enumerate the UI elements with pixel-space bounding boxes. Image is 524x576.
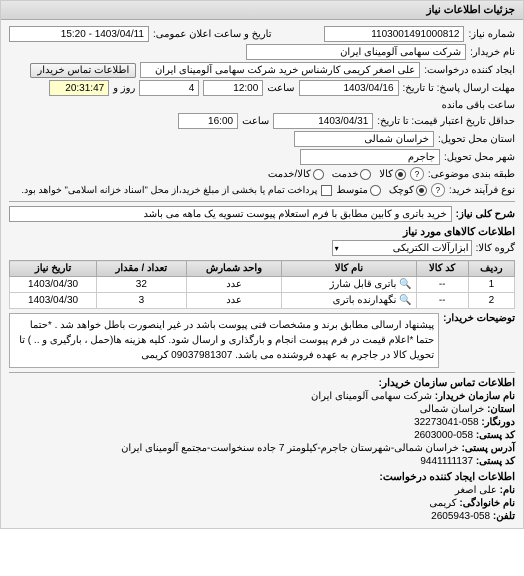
deadline-date-field: 1403/04/16 [299,80,399,96]
radio-goods-input[interactable] [395,169,406,180]
col-index: ردیف [468,261,514,277]
radio-service-input[interactable] [360,169,371,180]
group-dropdown[interactable]: ابزارآلات الکتریکی [332,240,472,256]
radio-medium-input[interactable] [370,185,381,196]
req-contact-title: اطلاعات ایجاد کننده درخواست: [9,471,515,483]
province-field: خراسان شمالی [294,131,434,147]
contact-post: کد پستی: 058-2603000 [9,430,515,441]
col-code: کد کالا [416,261,468,277]
contact-buyer-button[interactable]: اطلاعات تماس خریدار [30,63,136,78]
deadline-time-field: 12:00 [203,80,263,96]
items-title: اطلاعات کالاهای مورد نیاز [9,226,515,238]
request-number-label: شماره نیاز: [468,29,515,40]
radio-goods-label: کالا [379,169,393,180]
description-box: پیشنهاد ارسالی مطابق برند و مشخصات فنی پ… [9,313,439,368]
radio-small-input[interactable] [416,185,427,196]
buyer-label: نام خریدار: [470,47,515,58]
treasury-checkbox[interactable] [321,185,332,196]
province-label: استان محل تحویل: [438,134,515,145]
validity-time-field: 16:00 [178,113,238,129]
cell-qty: 3 [97,293,186,309]
search-icon[interactable]: 🔍 [399,295,411,306]
contact-prov: استان: خراسان شمالی [9,404,515,415]
cell-index: 1 [468,277,514,293]
remain-days-label: روز و [113,83,135,94]
info-icon-2: ? [431,183,445,197]
corridor-radio-group: کوچک متوسط [336,185,426,196]
radio-both-label: کالا/خدمت [268,169,311,180]
cell-unit: عدد [186,293,282,309]
remain-time-label: ساعت باقی مانده [442,100,515,111]
category-radio-group: کالا خدمت کالا/خدمت [268,169,406,180]
radio-goods[interactable]: کالا [379,169,406,180]
col-qty: تعداد / مقدار [97,261,186,277]
request-number-field: 1103001491000812 [324,26,464,42]
radio-medium[interactable]: متوسط [336,185,380,196]
contact-tel: تلفن: 058-2605943 [9,511,515,522]
cell-code: -- [416,293,468,309]
table-header-row: ردیف کد کالا نام کالا واحد شمارش تعداد /… [10,261,515,277]
contact-fax: دورنگار: 058-32273041 [9,417,515,428]
cell-name: 🔍 نگهدارنده باتری [282,293,416,309]
contact-org: نام سازمان خریدار: شرکت سهامی آلومینای ا… [9,391,515,402]
panel-header: جزئیات اطلاعات نیاز [1,1,523,20]
cell-date: 1403/04/30 [10,277,97,293]
contact-addr: آدرس پستی: خراسان شمالی-شهرستان جاجرم-کی… [9,443,515,454]
radio-service[interactable]: خدمت [332,169,372,180]
remain-time-field: 20:31:47 [49,80,109,96]
items-table: ردیف کد کالا نام کالا واحد شمارش تعداد /… [9,260,515,309]
city-label: شهر محل تحویل: [444,152,515,163]
corridor-label: نوع فرآیند خرید: [449,185,515,196]
requester-field: علی اصغر کریمی کارشناس خرید شرکت سهامی آ… [140,62,420,78]
deadline-label: مهلت ارسال پاسخ: تا تاریخ: [403,83,515,94]
contact-lname: نام خانوادگی: کریمی [9,498,515,509]
radio-both[interactable]: کالا/خدمت [268,169,324,180]
table-row[interactable]: 1 -- 🔍 باتری قابل شارژ عدد 32 1403/04/30 [10,277,515,293]
radio-medium-label: متوسط [336,185,367,196]
desc-label: توضیحات خریدار: [443,313,515,324]
buyer-field: شرکت سهامی آلومینای ایران [246,44,466,60]
info-icon: ? [410,167,424,181]
cell-code: -- [416,277,468,293]
announce-label: تاریخ و ساعت اعلان عمومی: [153,29,272,40]
requester-label: ایجاد کننده درخواست: [424,65,515,76]
cell-date: 1403/04/30 [10,293,97,309]
contact-title: اطلاعات تماس سازمان خریدار: [9,377,515,389]
validity-label: حداقل تاریخ اعتبار قیمت: تا تاریخ: [377,116,515,127]
cell-name: 🔍 باتری قابل شارژ [282,277,416,293]
cell-index: 2 [468,293,514,309]
radio-small-label: کوچک [389,185,414,196]
details-section: شماره نیاز: 1103001491000812 تاریخ و ساع… [1,20,523,528]
radio-service-label: خدمت [332,169,359,180]
deadline-time-label: ساعت [267,83,294,94]
panel-title: جزئیات اطلاعات نیاز [426,4,515,16]
category-label: طبقه بندی موضوعی: [428,169,515,180]
city-field: جاجرم [300,149,440,165]
search-icon[interactable]: 🔍 [399,279,411,290]
validity-date-field: 1403/04/31 [273,113,373,129]
validity-time-label: ساعت [242,116,269,127]
table-row[interactable]: 2 -- 🔍 نگهدارنده باتری عدد 3 1403/04/30 [10,293,515,309]
group-label: گروه کالا: [476,243,515,254]
col-date: تاریخ نیاز [10,261,97,277]
radio-both-input[interactable] [313,169,324,180]
radio-small[interactable]: کوچک [389,185,427,196]
col-name: نام کالا [282,261,416,277]
remain-days-field: 4 [139,80,199,96]
summary-field: خرید باتری و کابین مطابق با فرم استعلام … [9,206,452,222]
contact-name: نام: علی اصغر [9,485,515,496]
cell-qty: 32 [97,277,186,293]
announce-field: 1403/04/11 - 15:20 [9,26,149,42]
summary-label: شرح کلی نیاز: [456,209,515,220]
main-panel: جزئیات اطلاعات نیاز شماره نیاز: 11030014… [0,0,524,529]
col-unit: واحد شمارش [186,261,282,277]
payment-note: پرداخت تمام یا بخشی از مبلغ خرید،از محل … [21,185,317,196]
contact-postal: کد پستی: 9441111137 [9,456,515,467]
cell-unit: عدد [186,277,282,293]
